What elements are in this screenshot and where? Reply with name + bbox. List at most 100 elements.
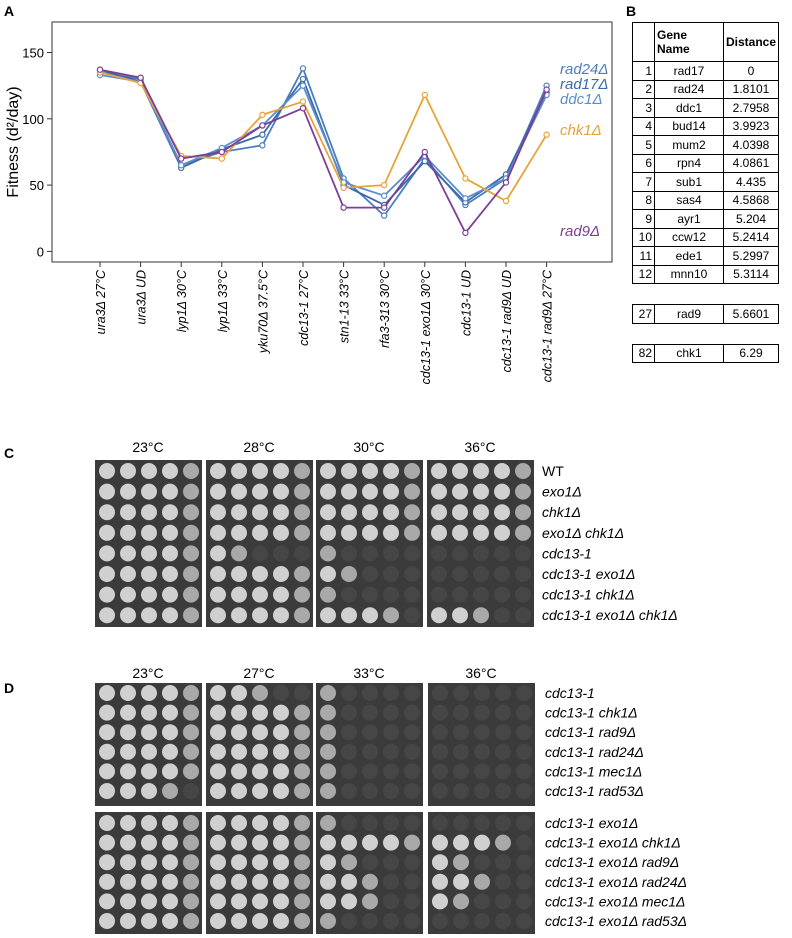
x-tick-label: cdc13-1 rad9Δ UD <box>500 270 514 372</box>
colony-spot <box>141 566 157 582</box>
colony-spot <box>474 815 490 831</box>
colony-spot <box>294 743 310 760</box>
colony-spot <box>162 607 178 624</box>
colony-spot <box>273 854 289 871</box>
colony-spot <box>362 893 378 910</box>
colony-spot <box>141 913 157 929</box>
colony-spot <box>362 463 378 479</box>
colony-spot <box>495 834 511 851</box>
colony-spot <box>99 504 115 521</box>
y-tick-label: 50 <box>30 178 44 193</box>
colony-spot <box>294 586 310 603</box>
colony-spot <box>141 463 157 479</box>
colony-spot <box>252 724 268 741</box>
colony-spot <box>273 783 289 799</box>
colony-spot <box>210 566 226 582</box>
table-cell: 1 <box>632 61 655 81</box>
strain-label: cdc13-1 rad24Δ <box>545 744 644 760</box>
colony-spot <box>431 586 447 603</box>
point <box>462 229 469 237</box>
distance-table: Gene Name Distance 1 rad17 0 2 rad24 1.8101 3 d… <box>632 22 780 363</box>
colony-spot <box>495 763 511 780</box>
colony-spot <box>99 893 115 910</box>
colony-spot <box>120 545 136 562</box>
table-cell: 5.2997 <box>722 246 780 266</box>
colony-spot <box>141 483 157 500</box>
colony-spot <box>99 724 115 741</box>
colony-spot <box>231 586 247 603</box>
panel-label: D <box>4 680 14 696</box>
strain-label: cdc13-1 exo1Δ rad53Δ <box>545 913 687 929</box>
plate-image <box>316 683 423 806</box>
series-label: rad9Δ <box>560 223 600 240</box>
colony-spot <box>453 893 469 910</box>
colony-spot <box>320 854 336 871</box>
strain-label: exo1Δ <box>542 484 582 500</box>
panel-label: B <box>626 3 636 19</box>
colony-spot <box>210 763 226 780</box>
colony-spot <box>452 607 468 624</box>
colony-spot <box>162 763 178 780</box>
colony-spot <box>516 724 532 741</box>
colony-spot <box>404 704 420 721</box>
colony-spot <box>474 783 490 799</box>
colony-spot <box>252 763 268 780</box>
series-line <box>99 74 548 200</box>
colony-spot <box>495 743 511 760</box>
table-cell: 4.0398 <box>722 135 780 155</box>
colony-spot <box>231 704 247 721</box>
colony-spot <box>99 743 115 760</box>
strain-label: exo1Δ chk1Δ <box>542 525 624 541</box>
colony-spot <box>453 913 469 929</box>
colony-spot <box>294 607 310 624</box>
colony-spot <box>141 504 157 521</box>
temperature-label: 23°C <box>132 665 163 681</box>
colony-spot <box>99 763 115 780</box>
colony-spot <box>320 893 336 910</box>
colony-spot <box>404 893 420 910</box>
colony-spot <box>362 783 378 799</box>
table-cell: 5.3114 <box>722 264 780 284</box>
colony-spot <box>431 483 447 500</box>
colony-spot <box>252 685 268 701</box>
colony-spot <box>183 483 199 500</box>
colony-spot <box>320 483 336 500</box>
colony-spot <box>231 854 247 871</box>
strain-label: cdc13-1 exo1Δ chk1Δ <box>542 607 678 623</box>
colony-spot <box>404 483 420 500</box>
table-cell: ccw12 <box>654 227 724 247</box>
colony-spot <box>362 834 378 851</box>
temperature-label: 33°C <box>353 665 384 681</box>
colony-spot <box>404 545 420 562</box>
colony-spot <box>320 873 336 890</box>
colony-spot <box>383 483 399 500</box>
point <box>340 204 347 211</box>
colony-spot <box>99 913 115 929</box>
colony-spot <box>362 854 378 871</box>
colony-spot <box>515 545 531 562</box>
colony-spot <box>431 504 447 521</box>
colony-spot <box>383 566 399 582</box>
y-tick-label: 100 <box>22 112 44 127</box>
colony-spot <box>320 685 336 701</box>
colony-spot <box>252 704 268 721</box>
colony-spot <box>252 586 268 603</box>
temperature-label: 36°C <box>464 439 495 455</box>
colony-spot <box>273 545 289 562</box>
colony-spot <box>231 524 247 541</box>
colony-spot <box>210 483 226 500</box>
colony-spot <box>99 783 115 799</box>
colony-spot <box>162 724 178 741</box>
point <box>96 66 104 73</box>
table-cell: 0 <box>722 61 780 81</box>
colony-spot <box>141 854 157 871</box>
colony-spot <box>362 545 378 562</box>
colony-spot <box>320 783 336 799</box>
colony-spot <box>99 545 115 562</box>
colony-spot <box>183 763 199 780</box>
colony-spot <box>183 545 199 562</box>
colony-spot <box>141 724 157 741</box>
colony-spot <box>273 815 289 831</box>
colony-spot <box>141 743 157 760</box>
